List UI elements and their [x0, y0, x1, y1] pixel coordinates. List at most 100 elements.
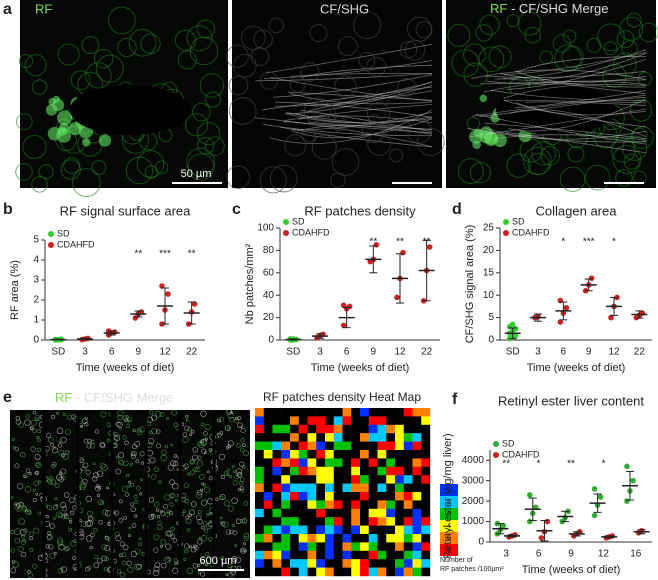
texture: [165, 417, 169, 420]
heatmap-cell: [325, 416, 334, 425]
heatmap-cell: [386, 466, 396, 476]
x-tick-label: 12: [598, 549, 610, 560]
texture: [82, 462, 89, 469]
heatmap-cell: [281, 542, 291, 551]
heatmap-cell: [290, 408, 299, 417]
texture: [189, 433, 193, 437]
texture: [90, 439, 95, 444]
texture: [638, 22, 658, 43]
heatmap-cell: [333, 534, 343, 543]
heatmap-cell: [281, 416, 291, 425]
texture: [203, 521, 208, 526]
heatmap-cell: [290, 450, 299, 459]
heatmap-cell: [421, 408, 431, 417]
texture: [228, 416, 235, 423]
texture: [85, 495, 93, 503]
heatmap-cell: [412, 492, 422, 501]
heatmap-cell: [272, 433, 282, 442]
texture: [127, 484, 131, 488]
heatmap-cell: [360, 542, 369, 551]
heatmap-cell: [316, 517, 326, 526]
texture: [85, 469, 91, 475]
heatmap-cell: [351, 508, 361, 518]
texture: [206, 513, 210, 517]
heatmap-cell: [395, 500, 404, 509]
texture: [29, 548, 34, 553]
heatmap-cell: [316, 450, 326, 459]
heatmap-cell: [351, 424, 361, 434]
texture: [151, 414, 158, 421]
texture: [531, 141, 556, 166]
data-point: [591, 512, 598, 519]
texture: [486, 128, 647, 140]
texture: [35, 462, 42, 468]
texture: [203, 486, 210, 493]
texture: [131, 450, 138, 457]
texture: [14, 502, 17, 506]
texture: [58, 476, 64, 482]
texture: [106, 438, 110, 443]
heatmap-cell: [342, 458, 352, 467]
heatmap-cell: [412, 542, 422, 551]
heatmap-cell: [421, 559, 431, 568]
y-tick-label: 10: [483, 290, 495, 301]
texture: [159, 544, 163, 548]
texture: [227, 505, 234, 512]
heatmap-cell: [255, 424, 264, 434]
heatmap-cell: [386, 458, 396, 467]
heatmap-cell: [351, 559, 361, 568]
heatmap-cell: [263, 466, 273, 476]
texture: [101, 555, 108, 562]
y-tick-label: 0: [33, 335, 39, 346]
heatmap-cell: [281, 433, 291, 442]
texture: [218, 453, 226, 460]
heatmap-legend-swatch: [440, 508, 458, 520]
heatmap-cell: [403, 483, 413, 493]
texture: [115, 421, 121, 427]
texture: [177, 50, 197, 70]
heatmap-cell: [403, 458, 413, 467]
heatmap-cell: [307, 416, 317, 425]
texture: [239, 485, 244, 490]
texture: [71, 168, 101, 198]
heatmap-cell: [377, 492, 387, 501]
heatmap-cell: [255, 466, 264, 476]
texture: [134, 440, 140, 447]
texture: [160, 454, 167, 462]
y-tick-label: 25: [483, 223, 495, 234]
texture: [117, 409, 124, 417]
heatmap-cell: [377, 559, 387, 568]
data-point: [630, 477, 636, 484]
heatmap-cell: [255, 458, 264, 467]
heatmap-cell: [386, 450, 396, 459]
texture: [124, 492, 130, 497]
texture: [27, 570, 31, 574]
texture: [57, 110, 73, 126]
texture: [128, 526, 132, 530]
texture: [70, 510, 75, 515]
heatmap-cell: [290, 567, 299, 577]
texture: [10, 567, 17, 574]
x-tick-label: 22: [421, 347, 433, 358]
texture: [610, 138, 636, 163]
heatmap-cell: [368, 416, 378, 425]
data-point: [426, 244, 433, 250]
texture: [242, 450, 249, 457]
texture: [60, 468, 67, 475]
heatmap-cell: [386, 475, 396, 484]
image-title: RF: [35, 1, 52, 16]
data-point: [563, 304, 570, 311]
heatmap-cell: [290, 466, 299, 476]
texture: [205, 552, 210, 557]
texture: [197, 510, 202, 515]
heatmap-cell: [395, 567, 404, 577]
y-tick-label: 3000: [462, 475, 485, 486]
texture: [615, 169, 633, 187]
texture: [331, 148, 360, 176]
chart-title: RF patches density: [304, 203, 416, 218]
y-axis-label: Retinyl ester (ng/mg liver): [442, 433, 454, 558]
heatmap-cell: [255, 433, 264, 442]
heatmap-cell: [421, 466, 431, 476]
texture: [21, 533, 25, 538]
texture: [31, 176, 48, 193]
